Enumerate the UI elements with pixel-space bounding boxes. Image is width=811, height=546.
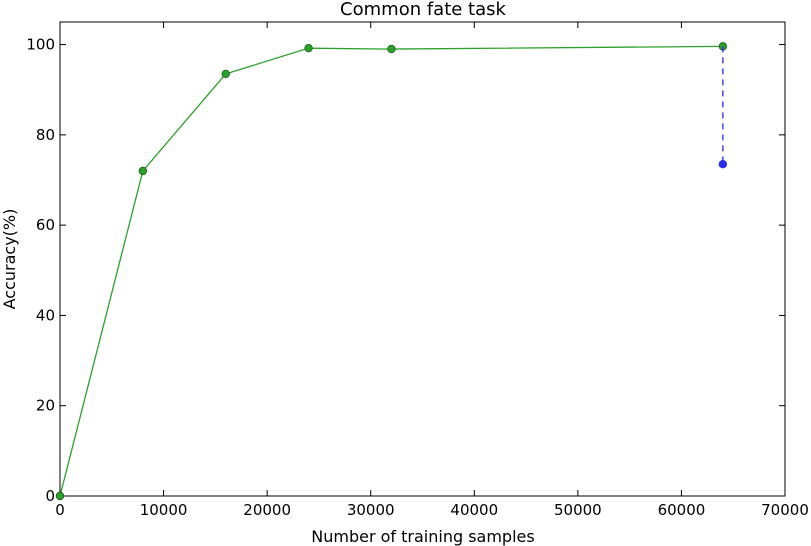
y-tick-label: 40 (36, 306, 55, 324)
x-tick-label: 20000 (243, 501, 291, 519)
data-point (55, 491, 65, 501)
data-point (718, 159, 728, 169)
y-tick-label: 20 (36, 397, 55, 415)
data-point (387, 44, 396, 54)
x-tick-label: 10000 (140, 501, 188, 519)
plot-area (59, 21, 786, 497)
y-tick-label: 80 (36, 126, 55, 144)
axis-ticks: 0 10000 20000 30000 40000 50000 60000 70000 0 20 4… (26, 22, 809, 519)
y-tick-label: 60 (36, 216, 55, 234)
data-point (138, 166, 148, 176)
data-point (304, 43, 313, 53)
x-tick-label: 70000 (761, 501, 809, 519)
chart-title: Common fate task (340, 0, 506, 20)
series-line (59, 45, 723, 497)
y-tick-label: 100 (26, 36, 55, 54)
x-tick-label: 60000 (658, 501, 706, 519)
x-tick-label: 50000 (554, 501, 602, 519)
x-tick-label: 0 (55, 501, 65, 519)
x-tick-label: 30000 (347, 501, 395, 519)
y-axis-label: Accuracy(%) (0, 209, 19, 310)
series-layer (55, 42, 728, 501)
x-tick-label: 40000 (450, 501, 498, 519)
y-tick-label: 0 (45, 487, 55, 505)
x-axis-label: Number of training samples (311, 527, 534, 546)
data-point (221, 69, 230, 79)
